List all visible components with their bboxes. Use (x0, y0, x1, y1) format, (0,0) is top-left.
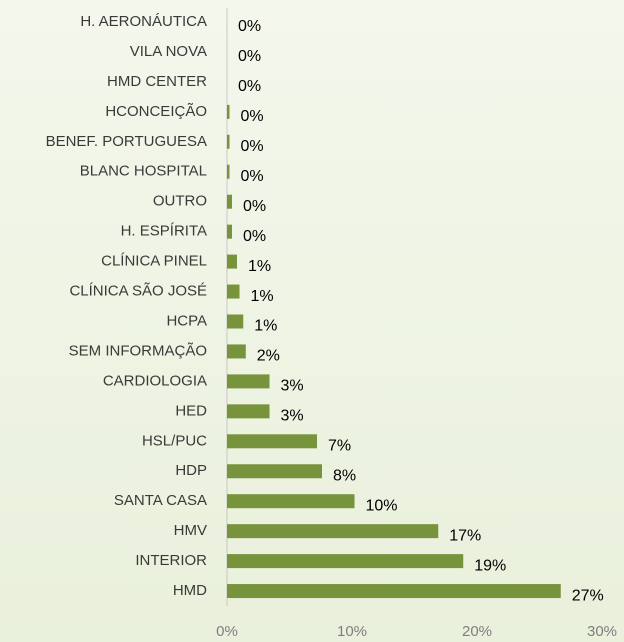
value-label: 7% (328, 438, 351, 455)
y-tick-label: HMD CENTER (107, 73, 207, 90)
y-tick-label: HED (175, 402, 207, 419)
bar (227, 374, 270, 389)
value-label: 3% (281, 378, 304, 395)
value-label: 1% (251, 288, 274, 305)
y-tick-label: HMV (174, 522, 207, 539)
y-tick-label: H. ESPÍRITA (121, 223, 207, 240)
x-tick-label: 30% (587, 623, 617, 640)
bar (227, 434, 317, 449)
y-tick-label: HCPA (166, 312, 207, 329)
bar (227, 194, 232, 209)
value-label: 0% (241, 168, 264, 185)
value-label: 0% (241, 138, 264, 155)
y-tick-label: HSL/PUC (142, 432, 207, 449)
value-label: 17% (449, 527, 481, 544)
value-label: 3% (281, 408, 304, 425)
x-tick-label: 0% (216, 623, 238, 640)
value-label: 19% (474, 557, 506, 574)
bar (227, 134, 230, 149)
bar (227, 464, 322, 479)
value-label: 2% (257, 348, 280, 365)
value-label: 1% (248, 258, 271, 275)
y-tick-label: HMD (173, 582, 207, 599)
y-tick-label: OUTRO (153, 193, 207, 210)
bar (227, 164, 230, 179)
bar (227, 314, 244, 329)
bar (227, 104, 230, 119)
bar (227, 524, 439, 539)
bar (227, 494, 355, 509)
bar (227, 344, 246, 359)
y-tick-label: CLÍNICA PINEL (101, 253, 207, 270)
y-tick-label: HDP (175, 462, 207, 479)
y-tick-label: VILA NOVA (130, 43, 207, 60)
value-label: 0% (241, 108, 264, 125)
bar (227, 284, 240, 299)
y-tick-label: BLANC HOSPITAL (80, 163, 207, 180)
value-label: 0% (238, 48, 261, 65)
bar (227, 584, 561, 599)
value-label: 0% (243, 198, 266, 215)
value-label: 0% (238, 78, 261, 95)
y-tick-label: SANTA CASA (114, 492, 207, 509)
value-label: 27% (572, 587, 604, 604)
bar (227, 254, 237, 269)
y-tick-label: H. AERONÁUTICA (80, 13, 207, 30)
bar (227, 554, 464, 569)
y-tick-label: SEM INFORMAÇÃO (69, 342, 207, 359)
bar (227, 224, 232, 239)
value-label: 10% (366, 497, 398, 514)
x-tick-label: 20% (462, 623, 492, 640)
value-label: 0% (243, 228, 266, 245)
y-tick-label: INTERIOR (135, 552, 207, 569)
value-label: 0% (238, 18, 261, 35)
y-tick-label: BENEF. PORTUGUESA (46, 133, 207, 150)
value-label: 8% (333, 467, 356, 484)
y-tick-label: CLÍNICA SÃO JOSÉ (69, 283, 207, 300)
value-label: 1% (254, 318, 277, 335)
y-tick-label: HCONCEIÇÃO (105, 103, 207, 120)
x-tick-label: 10% (337, 623, 367, 640)
bar (227, 404, 270, 419)
y-tick-label: CARDIOLOGIA (103, 372, 207, 389)
